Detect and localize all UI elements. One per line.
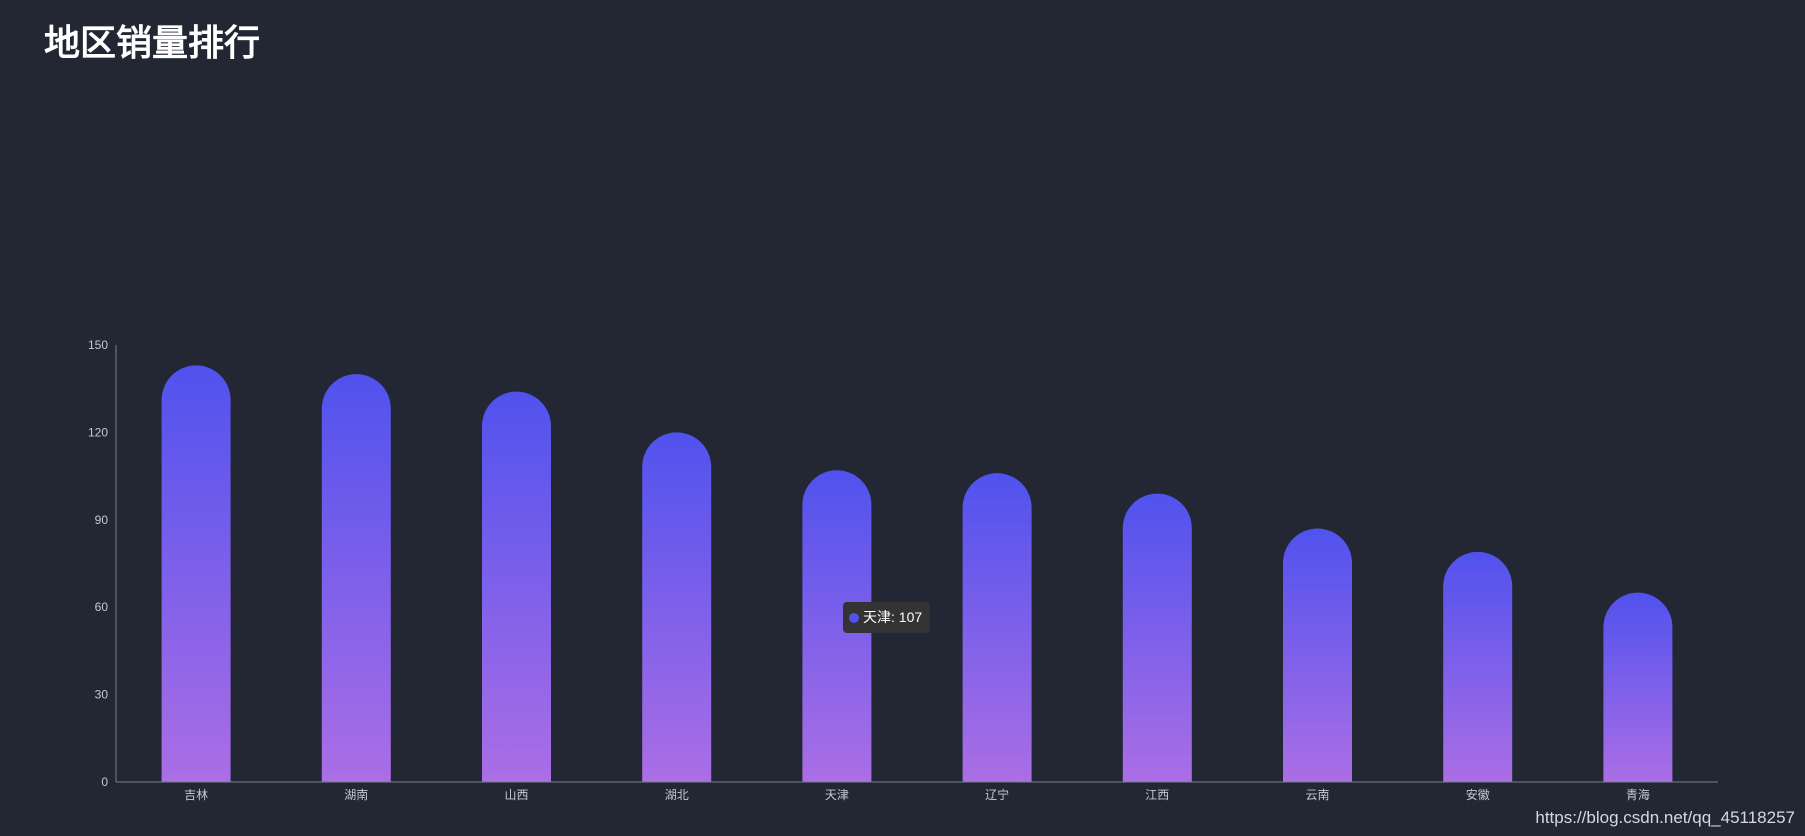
bar-云南[interactable] bbox=[1283, 528, 1353, 782]
x-tick-label: 山西 bbox=[504, 788, 528, 802]
bar-湖南[interactable] bbox=[321, 374, 391, 782]
y-tick-label: 120 bbox=[88, 425, 108, 439]
y-tick-label: 60 bbox=[95, 600, 109, 614]
x-axis-labels: 吉林 湖南 山西 湖北 天津 辽宁 江西 云南 安徽 青海 bbox=[184, 787, 1650, 802]
bar-江西[interactable] bbox=[1122, 493, 1192, 782]
tooltip: 天津: 107 bbox=[843, 602, 931, 633]
x-tick-label: 湖北 bbox=[665, 787, 689, 802]
bar-青海[interactable] bbox=[1603, 592, 1673, 782]
y-tick-label: 0 bbox=[101, 775, 108, 789]
x-tick-label: 湖南 bbox=[344, 787, 368, 802]
tooltip-series-dot bbox=[849, 612, 859, 623]
watermark-url: https://blog.csdn.net/qq_45118257 bbox=[1535, 808, 1795, 827]
y-axis-ticks: 0 30 60 90 120 150 bbox=[88, 338, 108, 789]
bar-山西[interactable] bbox=[482, 391, 551, 782]
bar-安徽[interactable] bbox=[1443, 551, 1513, 782]
y-tick-label: 90 bbox=[95, 513, 109, 527]
chart-title: 地区销量排行 bbox=[44, 23, 261, 64]
y-tick-label: 30 bbox=[95, 688, 109, 702]
x-tick-label: 吉林 bbox=[184, 788, 208, 802]
x-tick-label: 江西 bbox=[1145, 788, 1169, 802]
tooltip-text: 天津: 107 bbox=[863, 609, 923, 625]
y-tick-label: 150 bbox=[88, 338, 108, 352]
x-tick-label: 辽宁 bbox=[985, 787, 1009, 802]
bars bbox=[161, 365, 1673, 782]
x-tick-label: 青海 bbox=[1626, 787, 1650, 802]
bar-吉林[interactable] bbox=[161, 365, 231, 782]
bar-辽宁[interactable] bbox=[962, 473, 1032, 782]
bar-湖北[interactable] bbox=[642, 432, 712, 782]
x-tick-label: 天津 bbox=[825, 788, 849, 802]
x-tick-label: 云南 bbox=[1305, 787, 1329, 802]
x-tick-label: 安徽 bbox=[1466, 787, 1490, 802]
bar-天津[interactable] bbox=[802, 470, 872, 782]
